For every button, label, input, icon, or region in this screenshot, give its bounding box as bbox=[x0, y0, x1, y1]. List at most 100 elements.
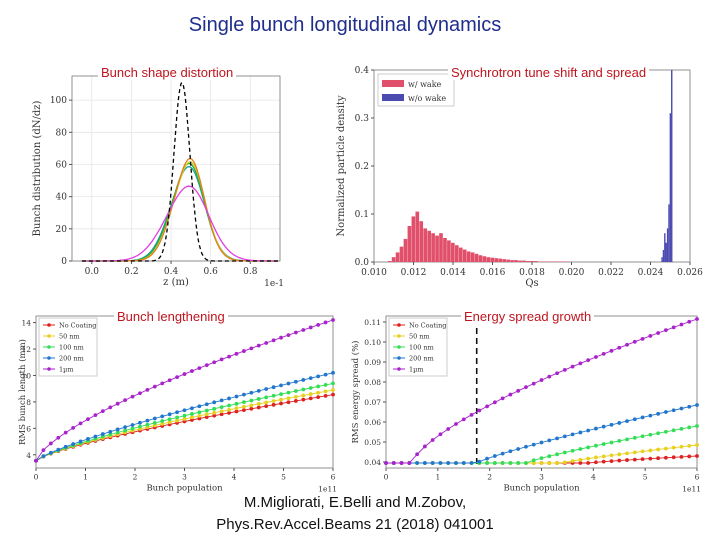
data-point bbox=[461, 417, 466, 422]
data-point bbox=[323, 320, 328, 325]
x-tick-label: 0.012 bbox=[401, 268, 427, 278]
data-point bbox=[227, 403, 231, 408]
data-point bbox=[508, 392, 513, 397]
data-point bbox=[687, 454, 692, 459]
y-tick-label: 0.2 bbox=[355, 162, 369, 172]
data-point bbox=[331, 370, 335, 375]
data-point bbox=[632, 417, 637, 422]
y-tick-label: 10 bbox=[21, 371, 31, 380]
data-point bbox=[279, 383, 283, 388]
data-point bbox=[609, 453, 614, 458]
data-point bbox=[601, 351, 606, 356]
data-point bbox=[212, 400, 217, 405]
data-point bbox=[415, 452, 419, 457]
data-point bbox=[586, 461, 591, 465]
data-point bbox=[617, 421, 622, 425]
histogram-bar-w-wake bbox=[458, 247, 463, 262]
histogram-bar-w-wake bbox=[435, 235, 439, 262]
x-tick-label: 0 bbox=[384, 473, 389, 482]
histogram-bar-w-wake bbox=[526, 261, 530, 262]
y-tick-label: 0.09 bbox=[364, 358, 381, 367]
data-point bbox=[249, 398, 254, 403]
data-point bbox=[586, 428, 591, 433]
data-point bbox=[286, 396, 291, 401]
x-axis-label: Bunch population bbox=[503, 484, 580, 494]
citation-authors: M.Migliorati, E.Belli and M.Zobov, bbox=[243, 494, 467, 511]
data-point bbox=[160, 381, 165, 386]
data-point bbox=[256, 343, 261, 348]
data-point bbox=[175, 418, 179, 423]
data-point bbox=[492, 454, 497, 458]
data-point bbox=[656, 411, 661, 416]
data-point bbox=[249, 403, 254, 408]
data-point bbox=[601, 424, 606, 429]
data-point bbox=[271, 338, 276, 343]
citation-journal: Phys.Rev.Accel.Beams 21 (2018) 041001 bbox=[216, 516, 494, 533]
data-point bbox=[308, 376, 313, 381]
legend-label: w/ wake bbox=[408, 80, 442, 89]
data-point bbox=[687, 404, 692, 409]
data-point bbox=[500, 451, 505, 456]
y-axis-label: Normalized particle density bbox=[336, 95, 347, 237]
data-point bbox=[524, 461, 528, 465]
histogram-bar-wo-wake bbox=[665, 242, 667, 262]
data-point bbox=[123, 398, 127, 403]
histogram-bar-w-wake bbox=[462, 249, 467, 262]
data-point bbox=[41, 448, 46, 452]
x-tick-label: 0.4 bbox=[164, 267, 179, 277]
y-tick-label: 100 bbox=[50, 96, 67, 106]
data-point bbox=[531, 381, 536, 386]
data-point bbox=[446, 427, 451, 431]
data-point bbox=[145, 418, 150, 423]
energy-spread-chart: 0 1 2 3 4 5 6 0.04 0.05 0.06 0.07 0.08 0.09 0.10 0.11 B… bbox=[350, 315, 701, 494]
histogram-bar-w-wake bbox=[482, 256, 487, 262]
legend-label: 200 nm bbox=[409, 355, 434, 363]
data-point bbox=[145, 387, 150, 392]
data-point bbox=[301, 387, 306, 392]
data-point bbox=[264, 400, 269, 405]
data-point bbox=[485, 456, 489, 461]
histogram-bar-w-wake bbox=[431, 233, 435, 262]
legend-swatch bbox=[382, 94, 404, 101]
data-point bbox=[316, 395, 321, 400]
histogram-bar-w-wake bbox=[419, 221, 424, 262]
data-point bbox=[234, 351, 239, 356]
histogram-bar-w-wake bbox=[443, 238, 447, 262]
data-point bbox=[609, 440, 614, 445]
data-point bbox=[531, 461, 536, 465]
data-point bbox=[138, 424, 142, 429]
legend-marker bbox=[47, 356, 51, 360]
x-tick-label: 0.018 bbox=[519, 268, 545, 278]
legend-label: No Coating bbox=[59, 322, 96, 330]
data-point bbox=[264, 395, 269, 400]
legend-label: w/o wake bbox=[408, 94, 446, 103]
histogram-bar-wo-wake bbox=[661, 257, 663, 262]
data-point bbox=[695, 317, 699, 321]
data-point bbox=[249, 346, 254, 351]
x-tick-label: 0.0 bbox=[85, 267, 100, 277]
x-tick-label: 3 bbox=[539, 473, 544, 482]
data-point bbox=[212, 410, 217, 415]
data-point bbox=[555, 436, 559, 441]
data-point bbox=[562, 460, 567, 465]
legend-label: 100 nm bbox=[59, 344, 84, 352]
legend-marker bbox=[397, 367, 401, 371]
y-axis-label: RMS energy spread (%) bbox=[350, 341, 361, 444]
data-point bbox=[617, 438, 622, 443]
data-point bbox=[197, 413, 202, 418]
data-point bbox=[175, 415, 179, 420]
bunch-lengthening-panel: 0 1 2 3 4 5 6 4 6 8 10 12 14 Bunch population RMS bunc… bbox=[17, 308, 348, 498]
data-point bbox=[547, 374, 552, 379]
data-point bbox=[242, 392, 246, 397]
x-tick-label: 0 bbox=[34, 473, 39, 482]
x-tick-label: 0.6 bbox=[204, 267, 219, 277]
legend-box bbox=[388, 317, 448, 377]
data-point bbox=[160, 414, 165, 419]
y-tick-label: 20 bbox=[56, 225, 68, 235]
data-point bbox=[570, 448, 575, 453]
histogram-bar-w-wake bbox=[395, 252, 400, 262]
histogram-bar-w-wake bbox=[454, 245, 459, 262]
data-point bbox=[41, 454, 46, 459]
data-point bbox=[130, 394, 135, 399]
